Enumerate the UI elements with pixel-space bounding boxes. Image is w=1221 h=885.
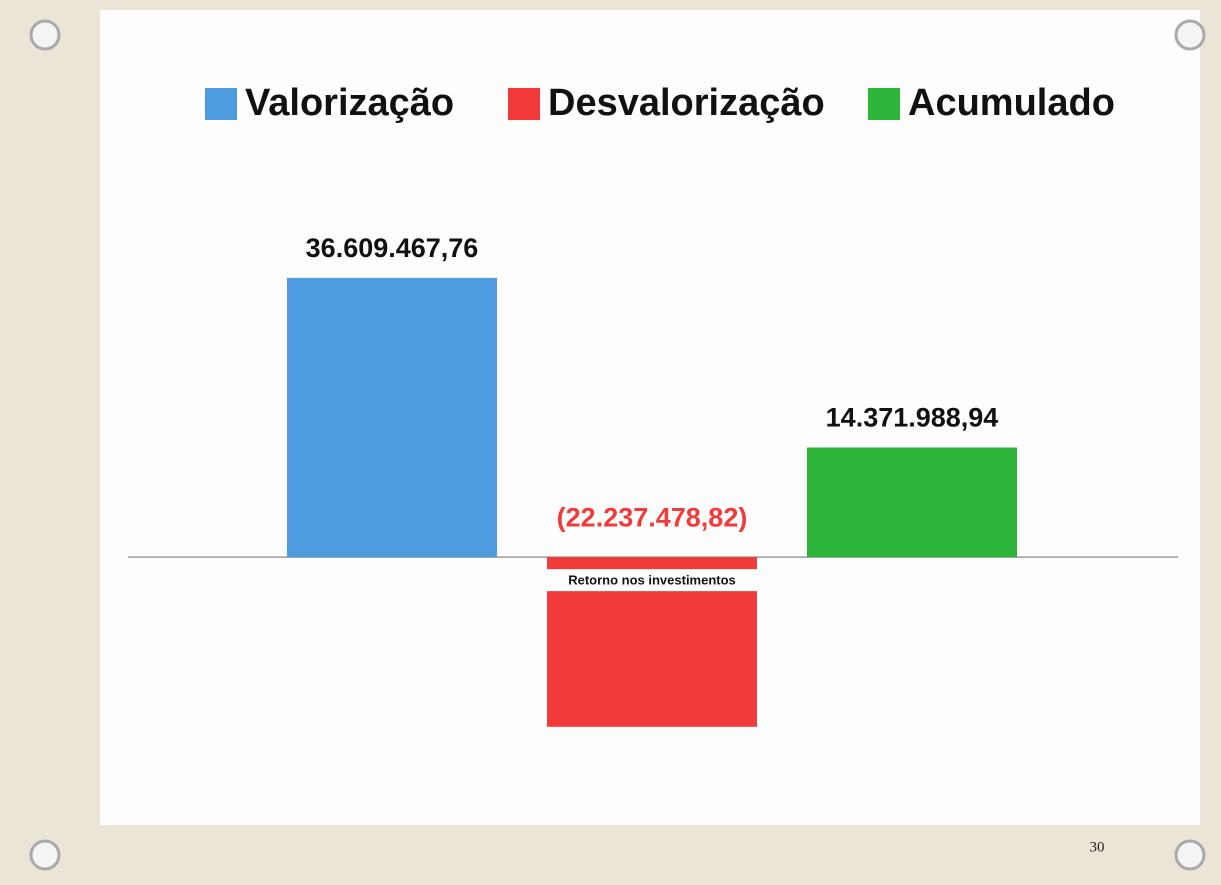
legend-label: Acumulado [908, 82, 1115, 124]
value-label: 14.371.988,94 [826, 403, 999, 433]
legend-swatch [868, 88, 900, 120]
binder-hole [1174, 19, 1206, 51]
binder-hole [29, 839, 61, 871]
legend-swatch [205, 88, 237, 120]
binder-hole [29, 19, 61, 51]
page-number: 30 [1090, 839, 1105, 855]
legend-label: Desvalorização [548, 82, 825, 124]
value-label: (22.237.478,82) [557, 502, 748, 532]
value-label: 36.609.467,76 [306, 233, 479, 263]
bar [287, 277, 497, 558]
binder-hole [1174, 839, 1206, 871]
legend-label: Valorização [245, 82, 454, 124]
category-label: Retorno nos investimentos [568, 573, 736, 588]
bar [807, 447, 1017, 558]
category-label-box [547, 569, 757, 592]
legend-swatch [508, 88, 540, 120]
